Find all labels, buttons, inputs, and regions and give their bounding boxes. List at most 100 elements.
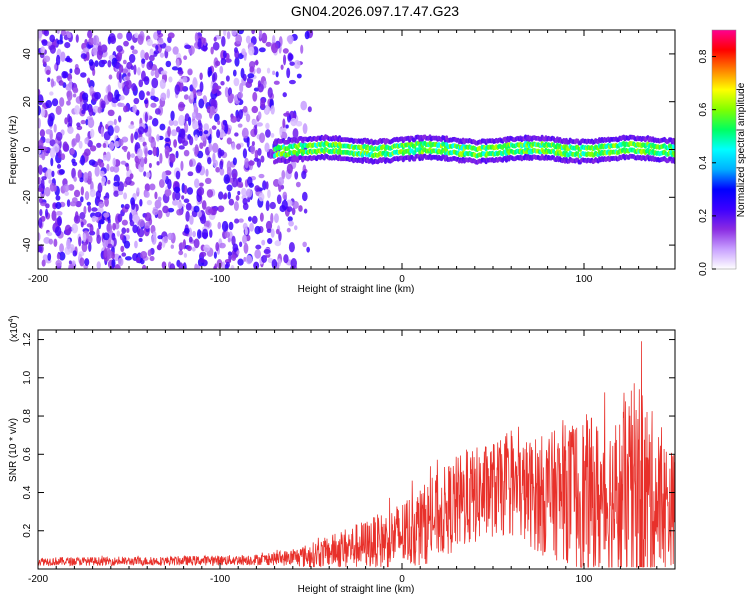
noise-cell <box>103 247 108 259</box>
noise-cell <box>45 208 49 218</box>
noise-cell <box>121 252 127 257</box>
noise-cell <box>49 91 54 96</box>
noise-cell <box>75 133 81 143</box>
noise-cell <box>196 229 202 239</box>
noise-cell <box>167 178 172 190</box>
noise-cell <box>137 67 141 76</box>
noise-cell <box>128 53 136 63</box>
noise-cell <box>58 251 66 261</box>
noise-cell <box>79 212 86 220</box>
noise-cell <box>295 120 303 127</box>
noise-cell <box>157 235 163 240</box>
noise-cell <box>288 242 295 253</box>
noise-cell <box>263 80 267 86</box>
noise-cell <box>265 129 271 138</box>
noise-cell <box>175 150 179 159</box>
x-tick-label: -200 <box>28 274 48 285</box>
noise-cell <box>71 223 79 234</box>
noise-cell <box>239 82 244 94</box>
noise-cell <box>216 129 221 139</box>
noise-cell <box>292 128 299 139</box>
noise-cell <box>224 231 231 238</box>
noise-cell <box>123 40 129 47</box>
noise-cell <box>245 254 253 265</box>
noise-cell <box>55 54 61 66</box>
noise-cell <box>242 234 248 244</box>
noise-cell <box>292 200 299 209</box>
noise-cell <box>122 59 127 65</box>
noise-cell <box>199 81 204 93</box>
y-tick-label: -40 <box>22 237 33 252</box>
noise-cell <box>78 140 83 149</box>
noise-cell <box>212 159 218 168</box>
noise-cell <box>237 190 241 196</box>
noise-cell <box>53 238 58 247</box>
noise-cell <box>221 261 226 269</box>
noise-cell <box>235 194 240 201</box>
noise-cell <box>139 198 143 207</box>
noise-cell <box>125 75 130 81</box>
noise-cell <box>274 240 282 247</box>
noise-cell <box>89 145 97 152</box>
noise-cell <box>173 186 181 194</box>
noise-cell <box>208 133 212 145</box>
noise-cell <box>113 190 119 197</box>
noise-cell <box>261 32 268 44</box>
noise-cell <box>234 57 240 67</box>
noise-cell <box>150 139 157 149</box>
noise-cell <box>242 73 247 82</box>
noise-cell <box>102 142 107 149</box>
noise-cell <box>107 60 112 68</box>
noise-cell <box>109 35 117 45</box>
noise-cell <box>43 30 50 37</box>
noise-cell <box>80 155 86 166</box>
noise-cell <box>267 189 271 199</box>
noise-cell <box>245 113 251 123</box>
noise-cell <box>199 214 207 225</box>
noise-cell <box>271 43 279 54</box>
noise-cell <box>114 125 120 134</box>
y-tick-label: 0.6 <box>22 447 33 461</box>
noise-cell <box>222 50 227 59</box>
noise-cell <box>82 102 89 111</box>
noise-cell <box>250 144 256 155</box>
noise-cell <box>64 117 69 125</box>
noise-cell <box>302 191 308 202</box>
noise-cell <box>80 53 87 59</box>
noise-cell <box>107 91 113 102</box>
noise-cell <box>235 34 243 45</box>
noise-cell <box>167 126 171 137</box>
noise-cell <box>38 94 44 106</box>
noise-cell <box>81 92 89 101</box>
noise-cell <box>174 191 181 201</box>
noise-cell <box>286 67 291 79</box>
noise-cell <box>296 73 302 79</box>
noise-cell <box>119 233 125 241</box>
noise-cell <box>207 208 214 214</box>
noise-cell <box>118 52 123 57</box>
noise-cell <box>159 52 165 58</box>
noise-cell <box>137 148 143 159</box>
noise-cell <box>223 30 227 37</box>
snr-series <box>38 341 675 568</box>
colorbar-frame <box>711 29 737 270</box>
noise-cell <box>172 199 179 206</box>
noise-cell <box>67 126 74 135</box>
noise-cell <box>178 262 184 269</box>
noise-cell <box>134 32 139 39</box>
noise-cell <box>291 207 296 216</box>
noise-cell <box>219 66 224 74</box>
noise-cell <box>191 111 197 120</box>
noise-cell <box>154 199 162 209</box>
noise-cell <box>124 256 132 261</box>
noise-cell <box>153 50 160 55</box>
noise-cell <box>63 184 70 192</box>
noise-cell <box>55 195 61 201</box>
noise-cell <box>91 215 97 223</box>
noise-cell <box>215 60 221 67</box>
noise-cell <box>237 92 244 99</box>
noise-cell <box>276 194 282 205</box>
noise-cell <box>243 256 247 262</box>
noise-cell <box>169 153 176 163</box>
noise-cell <box>245 35 251 44</box>
